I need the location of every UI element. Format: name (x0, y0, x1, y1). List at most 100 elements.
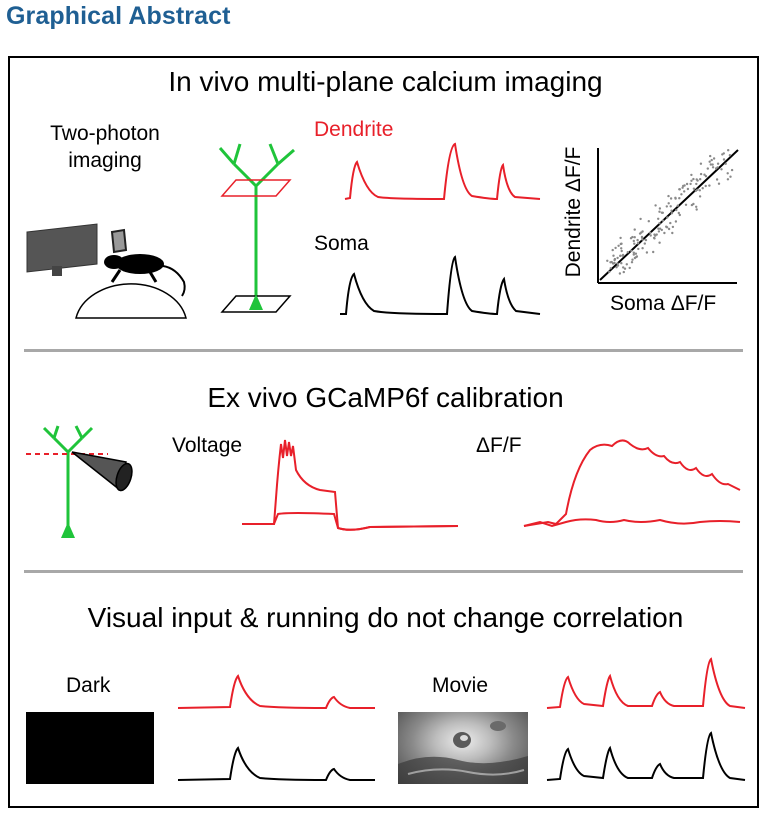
scatter-point (625, 263, 628, 266)
scatter-point (675, 208, 678, 212)
scatter-point (722, 158, 726, 161)
scatter-point (669, 205, 672, 208)
scatter-point (695, 205, 698, 208)
scatter-x-axis-label: Soma ΔF/F (610, 292, 717, 315)
scatter-point (660, 228, 663, 232)
dark-stimulus-image (26, 712, 154, 784)
scatter-point (641, 238, 644, 241)
scatter-point (677, 211, 680, 215)
scatter-point (665, 205, 668, 208)
scatter-point (618, 272, 622, 275)
scatter-point (678, 197, 681, 200)
scatter-point (632, 239, 635, 243)
scatter-point (658, 210, 661, 213)
scatter-point (667, 202, 670, 205)
scatter-point (611, 248, 614, 252)
scatter-point (606, 259, 609, 262)
scatter-point (626, 251, 629, 254)
dff-trace-small (523, 518, 741, 528)
scatter-point (711, 166, 715, 169)
scatter-point (720, 168, 723, 171)
scatter-point (609, 267, 612, 270)
scatter-point (667, 227, 671, 231)
scatter-point (703, 173, 706, 176)
scatter-point (620, 262, 623, 265)
scatter-point (683, 190, 686, 193)
section3-title: Visual input & running do not change cor… (87, 602, 684, 633)
section-divider-2 (24, 570, 743, 573)
scatter-point (711, 163, 714, 166)
scatter-point (695, 208, 698, 211)
section-divider-1 (24, 349, 743, 352)
scatter-point (652, 250, 655, 254)
scatter-point (670, 212, 674, 215)
scatter-point (652, 236, 656, 240)
scatter-point (655, 233, 658, 236)
scatter-point (716, 166, 719, 169)
scatter-point (630, 249, 633, 253)
scatter-point (611, 262, 615, 265)
scatter-point (633, 242, 636, 245)
scatter-point (709, 163, 712, 166)
scatter-point (726, 172, 729, 175)
voltage-label: Voltage (172, 434, 243, 457)
scatter-point (708, 184, 711, 187)
scatter-point (692, 187, 696, 190)
scatter-point (622, 266, 625, 269)
scatter-point (658, 207, 662, 210)
scatter-point (658, 241, 661, 244)
scatter-point (698, 195, 702, 198)
scatter-point (636, 238, 639, 242)
scatter-point (706, 167, 709, 170)
scatter-point (645, 251, 649, 254)
scatter-point (681, 186, 684, 189)
scatter-point (699, 172, 703, 176)
scatter-point (690, 179, 693, 182)
scatter-point (724, 162, 727, 165)
section1-title: In vivo multi-plane calcium imaging (168, 66, 603, 97)
scatter-point (632, 253, 635, 256)
scatter-point (663, 231, 666, 235)
scatter-point (710, 158, 713, 162)
scatter-point (621, 254, 624, 257)
soma-label: Soma (314, 232, 369, 255)
scatter-point (680, 193, 683, 196)
abstract-frame (8, 56, 759, 808)
scatter-point (695, 182, 698, 186)
scatter-point (730, 168, 734, 172)
scatter-point (671, 231, 674, 235)
scatter-point (608, 270, 611, 274)
scatter-point (671, 225, 675, 229)
scatter-point (657, 227, 660, 230)
scatter-point (704, 175, 708, 178)
scatter-point (612, 254, 615, 257)
scatter-point (631, 235, 634, 239)
scatter-point (728, 154, 732, 157)
scatter-point (695, 178, 698, 181)
scatter-point (708, 160, 711, 163)
scatter-point (696, 188, 699, 191)
scatter-point (613, 257, 617, 261)
scatter-point (717, 182, 721, 185)
scatter-point (622, 270, 625, 274)
scatter-point (726, 178, 730, 181)
dendrite-label: Dendrite (314, 118, 394, 141)
scatter-point (698, 189, 701, 192)
scatter-point (689, 182, 692, 186)
scatter-point (639, 217, 642, 221)
scatter-point (628, 266, 631, 270)
scatter-point (692, 177, 695, 181)
scatter-point (647, 220, 650, 223)
scatter-point (721, 153, 724, 156)
scatter-point (620, 242, 623, 245)
